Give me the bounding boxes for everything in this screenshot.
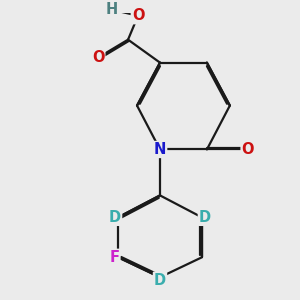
Text: O: O [132,8,144,23]
Text: D: D [199,210,211,225]
Text: F: F [110,250,119,265]
Text: O: O [92,50,104,65]
Text: N: N [154,142,166,157]
Text: D: D [154,273,166,288]
Text: O: O [242,142,254,157]
Text: D: D [109,210,121,225]
Text: H: H [106,2,118,17]
